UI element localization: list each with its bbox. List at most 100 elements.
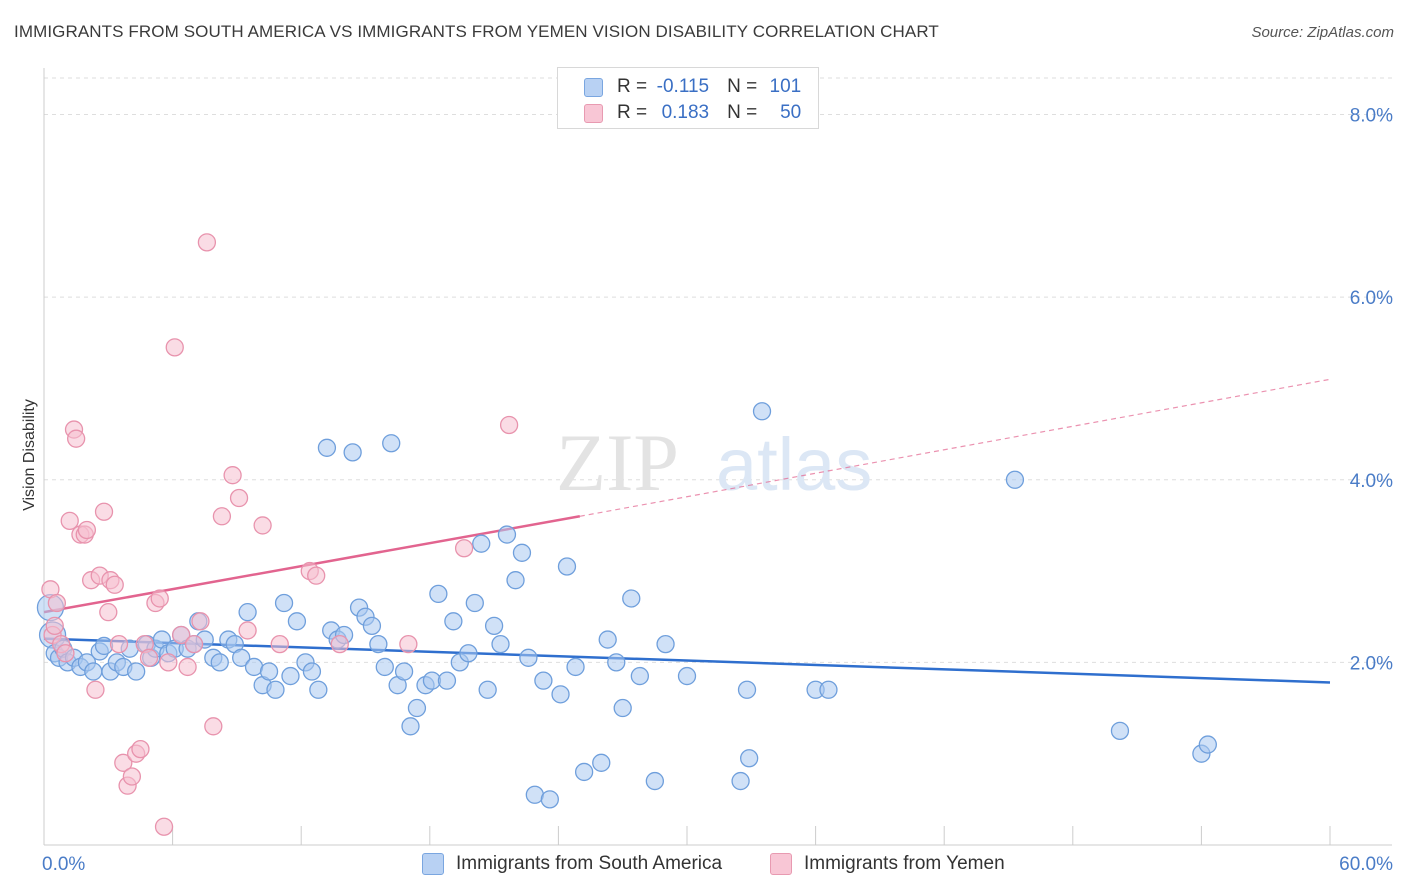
point-south-america — [309, 680, 328, 699]
point-yemen — [197, 233, 217, 252]
bottom-legend-yemen: Immigrants from Yemen — [770, 851, 1005, 877]
point-yemen — [172, 625, 191, 645]
point-south-america — [478, 680, 497, 699]
point-south-america — [737, 680, 757, 699]
point-south-america — [1005, 470, 1025, 489]
point-south-america — [1198, 735, 1217, 754]
point-yemen — [184, 634, 204, 654]
point-yemen — [204, 717, 223, 736]
point-south-america — [232, 648, 251, 667]
legend-r-label: R = — [617, 102, 648, 123]
point-south-america — [630, 666, 649, 686]
y-axis-label: Vision Disability — [21, 399, 38, 511]
point-south-america — [317, 438, 337, 457]
point-south-america — [752, 402, 772, 421]
point-south-america — [525, 785, 544, 804]
axes — [43, 68, 1392, 846]
legend-row-yemen: R = 0.183 N = 50 — [584, 101, 801, 125]
point-south-america — [394, 662, 414, 681]
point-yemen — [94, 502, 114, 521]
bottom-legend-label-south-america: Immigrants from South America — [456, 853, 723, 874]
point-yemen — [178, 657, 197, 677]
point-yemen — [159, 653, 178, 672]
point-south-america — [210, 653, 229, 672]
point-south-america — [287, 612, 307, 631]
point-yemen — [131, 739, 150, 759]
point-south-america — [656, 634, 675, 654]
point-south-america — [534, 671, 553, 690]
watermark-zip: ZIP — [556, 417, 679, 508]
legend-n-label: N = — [727, 102, 758, 123]
point-south-america — [437, 671, 457, 690]
legend-swatch-south-america — [584, 77, 603, 97]
point-south-america — [519, 648, 538, 667]
source-credit: Source: ZipAtlas.com — [1251, 24, 1394, 41]
y-tick-label: 6.0% — [1350, 288, 1393, 309]
point-south-america — [472, 534, 491, 553]
point-yemen — [229, 488, 249, 508]
point-south-america — [238, 603, 257, 622]
point-yemen — [60, 511, 79, 531]
point-south-america — [375, 657, 394, 677]
point-south-america — [382, 434, 401, 453]
point-south-america — [607, 653, 626, 672]
legend-n-label: N = — [727, 76, 758, 97]
point-south-america — [465, 593, 484, 613]
watermark: ZIP atlas — [556, 417, 872, 508]
bottom-legend-swatch-yemen — [770, 853, 792, 875]
point-yemen — [109, 634, 129, 654]
bottom-legend-label-yemen: Immigrants from Yemen — [804, 853, 1005, 874]
point-south-america — [274, 593, 294, 613]
point-yemen — [499, 415, 519, 435]
point-yemen — [99, 603, 118, 622]
tick-labels: 2.0% 4.0% 6.0% 8.0% 0.0% 60.0% — [42, 106, 1393, 875]
y-tick-label: 4.0% — [1350, 471, 1393, 492]
point-south-america — [362, 616, 382, 636]
point-yemen — [105, 575, 124, 594]
point-south-america — [302, 662, 322, 681]
legend-r-label: R = — [617, 76, 648, 97]
bottom-legend-swatch-south-america — [422, 853, 444, 875]
point-yemen — [139, 648, 159, 667]
point-yemen — [154, 817, 174, 836]
point-south-america — [740, 749, 759, 768]
point-south-america — [459, 644, 478, 663]
point-south-america — [491, 634, 510, 654]
point-south-america — [94, 636, 114, 656]
point-south-america — [281, 666, 300, 686]
x-tick-label: 0.0% — [42, 854, 85, 875]
point-south-america — [613, 698, 632, 718]
point-yemen — [212, 507, 232, 526]
point-south-america — [677, 666, 697, 686]
point-yemen — [454, 539, 474, 558]
point-south-america — [429, 584, 448, 604]
point-south-america — [266, 680, 285, 699]
legend-n-value: 50 — [780, 102, 802, 123]
legend-r-value: -0.115 — [656, 76, 710, 97]
point-south-america — [369, 634, 388, 654]
point-south-america — [512, 543, 532, 562]
point-south-america — [401, 717, 420, 736]
watermark-atlas: atlas — [716, 423, 872, 506]
point-south-america — [566, 657, 585, 677]
point-south-america — [259, 662, 279, 681]
point-yemen — [45, 616, 64, 636]
point-yemen — [114, 753, 133, 772]
point-south-america — [84, 662, 103, 681]
point-south-america — [343, 443, 362, 462]
point-south-america — [497, 525, 517, 544]
trend-line-yemen-extension — [579, 378, 1331, 517]
point-south-america — [598, 630, 617, 649]
y-tick-label: 8.0% — [1350, 106, 1393, 127]
data-points — [36, 233, 1217, 836]
point-yemen — [270, 634, 289, 654]
point-south-america — [551, 685, 570, 704]
legend-row-south-america: R = -0.115 N = 101 — [584, 75, 801, 99]
point-south-america — [819, 680, 838, 699]
trend-line-south-america — [43, 637, 1331, 684]
point-south-america — [574, 762, 594, 782]
point-south-america — [484, 616, 504, 636]
point-south-america — [645, 771, 664, 791]
point-south-america — [407, 698, 427, 718]
